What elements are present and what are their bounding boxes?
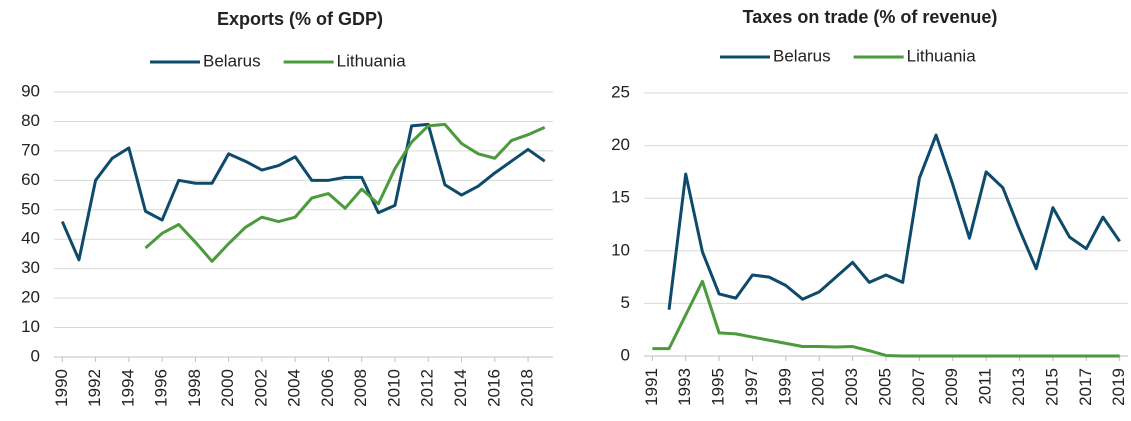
chart-title: Taxes on trade (% of revenue) [743, 7, 998, 27]
y-tick-label: 70 [21, 140, 40, 159]
x-tick-label: 2011 [976, 368, 995, 405]
y-tick-label: 20 [21, 288, 40, 307]
x-tick-label: 1995 [709, 368, 728, 406]
x-tick-label: 2003 [842, 368, 861, 406]
x-tick-label: 2005 [875, 368, 894, 406]
legend-label: Belarus [773, 46, 831, 65]
y-tick-label: 25 [611, 82, 630, 101]
x-tick-label: 1992 [85, 369, 104, 407]
x-tick-label: 2002 [251, 369, 270, 407]
y-tick-label: 20 [611, 135, 630, 154]
x-tick-label: 2001 [809, 368, 828, 406]
chart-title: Exports (% of GDP) [217, 9, 383, 29]
series-line [144, 122, 546, 263]
x-tick-label: 1991 [642, 368, 661, 406]
x-tick-label: 2019 [1109, 368, 1128, 406]
series-line [667, 133, 1121, 310]
x-tick-label: 2004 [285, 369, 304, 407]
legend-label: Belarus [203, 51, 261, 70]
x-tick-label: 1994 [118, 369, 137, 407]
x-tick-label: 2007 [909, 368, 928, 406]
x-tick-label: 1999 [775, 368, 794, 406]
x-tick-label: 2018 [518, 369, 537, 407]
legend-label: Lithuania [337, 51, 407, 70]
x-tick-label: 2000 [218, 369, 237, 407]
x-tick-label: 2010 [384, 369, 403, 407]
y-tick-label: 50 [21, 199, 40, 218]
x-tick-label: 1996 [152, 369, 171, 407]
x-tick-label: 2012 [418, 369, 437, 407]
y-tick-label: 60 [21, 170, 40, 189]
series-line [652, 279, 1120, 358]
y-tick-label: 0 [621, 345, 630, 364]
y-tick-label: 0 [31, 346, 40, 365]
x-tick-label: 2014 [451, 369, 470, 407]
y-tick-label: 10 [21, 317, 40, 336]
x-tick-label: 2006 [318, 369, 337, 407]
x-tick-label: 1998 [185, 369, 204, 407]
y-tick-label: 5 [621, 293, 630, 312]
y-tick-label: 90 [21, 81, 40, 100]
legend-label: Lithuania [907, 46, 977, 65]
x-tick-label: 1990 [52, 369, 71, 407]
y-tick-label: 30 [21, 258, 40, 277]
x-tick-label: 2009 [942, 368, 961, 406]
x-tick-label: 2017 [1076, 368, 1095, 406]
y-tick-label: 80 [21, 111, 40, 130]
x-tick-label: 2013 [1009, 368, 1028, 406]
y-tick-label: 15 [611, 188, 630, 207]
series-line [60, 122, 546, 262]
x-tick-label: 1993 [675, 368, 694, 406]
x-tick-label: 2008 [351, 369, 370, 407]
x-tick-label: 2015 [1042, 368, 1061, 406]
y-tick-label: 40 [21, 229, 40, 248]
x-tick-label: 2016 [484, 369, 503, 407]
x-tick-label: 1997 [742, 368, 761, 406]
y-tick-label: 10 [611, 240, 630, 259]
